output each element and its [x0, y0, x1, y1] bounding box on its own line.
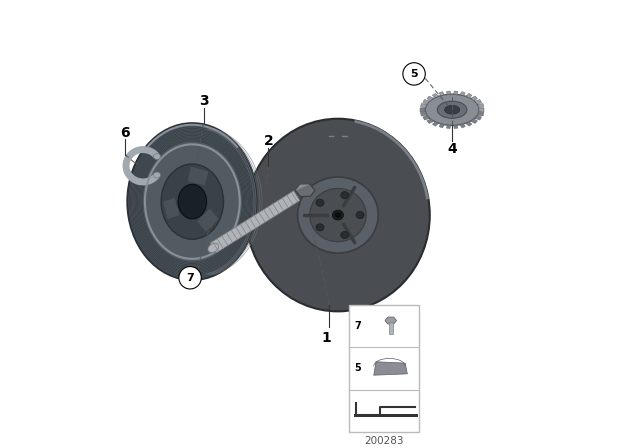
Text: 6: 6 — [120, 126, 130, 140]
Polygon shape — [433, 93, 438, 98]
Polygon shape — [454, 91, 458, 95]
Text: 3: 3 — [198, 94, 209, 108]
Circle shape — [179, 267, 201, 289]
Ellipse shape — [340, 231, 349, 238]
Polygon shape — [479, 108, 484, 112]
Polygon shape — [388, 323, 393, 334]
Polygon shape — [478, 112, 484, 116]
Polygon shape — [475, 99, 481, 104]
Polygon shape — [420, 103, 426, 108]
Polygon shape — [439, 92, 444, 96]
Ellipse shape — [208, 243, 219, 253]
Polygon shape — [163, 198, 179, 219]
Polygon shape — [197, 209, 218, 232]
Polygon shape — [188, 167, 208, 185]
Polygon shape — [427, 96, 433, 101]
Ellipse shape — [310, 189, 366, 242]
Text: 5: 5 — [410, 69, 418, 79]
Ellipse shape — [316, 199, 324, 207]
Text: 2: 2 — [264, 134, 273, 148]
Ellipse shape — [340, 192, 349, 199]
Ellipse shape — [356, 211, 364, 219]
Circle shape — [403, 63, 425, 85]
Ellipse shape — [154, 154, 161, 159]
Polygon shape — [420, 108, 426, 112]
Polygon shape — [478, 103, 484, 108]
Polygon shape — [385, 317, 397, 324]
Polygon shape — [447, 125, 451, 129]
Polygon shape — [423, 116, 429, 120]
Polygon shape — [295, 184, 315, 197]
Ellipse shape — [246, 119, 430, 311]
Text: 7: 7 — [355, 321, 361, 331]
Text: 200283: 200283 — [364, 436, 404, 446]
Text: 7: 7 — [186, 273, 194, 283]
Ellipse shape — [298, 177, 378, 253]
Polygon shape — [447, 91, 451, 95]
Ellipse shape — [445, 105, 460, 114]
Polygon shape — [475, 116, 481, 120]
Ellipse shape — [127, 123, 257, 280]
Ellipse shape — [316, 224, 324, 231]
Text: 5: 5 — [355, 363, 361, 374]
Ellipse shape — [332, 210, 344, 220]
Text: 4: 4 — [447, 142, 457, 156]
Ellipse shape — [426, 94, 479, 125]
Polygon shape — [420, 112, 426, 116]
Polygon shape — [427, 119, 433, 124]
Ellipse shape — [178, 185, 207, 219]
Polygon shape — [374, 362, 407, 375]
Ellipse shape — [154, 172, 161, 178]
Text: 1: 1 — [322, 331, 332, 345]
Polygon shape — [471, 96, 477, 101]
Polygon shape — [439, 124, 444, 128]
Polygon shape — [471, 119, 477, 124]
Polygon shape — [433, 121, 438, 126]
Polygon shape — [210, 191, 300, 253]
Polygon shape — [460, 124, 465, 128]
Polygon shape — [466, 121, 472, 126]
Ellipse shape — [437, 101, 467, 118]
Polygon shape — [353, 414, 419, 417]
Polygon shape — [466, 93, 472, 98]
Ellipse shape — [161, 164, 223, 239]
Polygon shape — [295, 184, 310, 191]
Polygon shape — [454, 125, 458, 129]
Bar — [349, 305, 419, 432]
Polygon shape — [460, 92, 465, 96]
Polygon shape — [423, 99, 429, 104]
Ellipse shape — [335, 213, 340, 217]
